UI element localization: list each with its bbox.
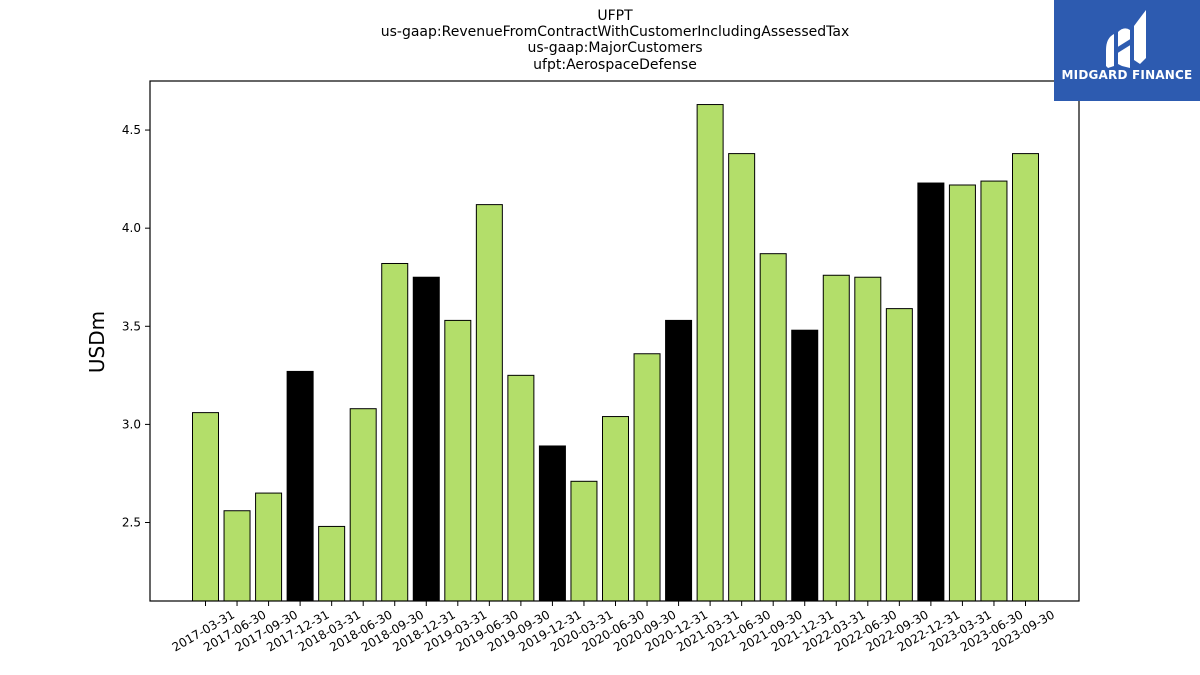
logo-text: MIDGARD FINANCE [1061,68,1193,82]
bar-2020-09-30 [633,353,661,602]
bar-2019-03-31 [444,319,472,602]
bar-2021-03-31 [696,104,724,602]
y-tick-label: 2.5 [122,516,141,530]
bar-2020-06-30 [602,416,629,602]
plot-frame [149,80,1080,602]
y-axis-label: USDm [85,311,109,373]
y-axis-ticks: 2.5 3.0 3.5 4.0 4.5 [122,123,150,530]
bar-2017-06-30 [223,510,251,602]
bar-2018-03-31 [318,525,346,602]
bar-2018-09-30 [381,262,409,602]
chart-title-line-1: UFPT [597,8,633,24]
bar-2018-12-31 [412,276,440,602]
bar-2021-06-30 [728,153,756,602]
bars [192,104,1039,602]
y-tick-label: 3.5 [122,319,141,333]
bar-2020-12-31 [665,319,693,602]
bar-2022-06-30 [854,276,882,602]
bar-2023-06-30 [980,180,1008,602]
chart-title-line-4: ufpt:AerospaceDefense [533,57,697,73]
bar-2020-03-31 [570,480,598,602]
bar-2017-09-30 [255,492,283,602]
midgard-logo-icon [1106,10,1146,68]
bar-2022-03-31 [822,274,850,602]
bar-2022-12-31 [917,182,945,602]
bar-2019-12-31 [538,445,566,602]
bar-2021-12-31 [791,329,819,602]
bar-2017-03-31 [192,412,219,602]
bar-2019-06-30 [475,204,503,602]
y-tick-label: 3.0 [122,417,141,431]
chart-title-line-2: us-gaap:RevenueFromContractWithCustomerI… [381,24,850,40]
bar-2018-06-30 [349,408,377,602]
bar-2023-03-31 [948,184,976,602]
bar-2021-09-30 [759,253,787,602]
bar-2019-09-30 [507,374,535,602]
x-axis-ticks: 2017-03-312017-06-302017-09-302017-12-31… [170,601,1057,654]
chart-title-line-3: us-gaap:MajorCustomers [527,40,702,56]
y-tick-label: 4.0 [122,221,141,235]
y-tick-label: 4.5 [122,123,141,137]
bar-2023-09-30 [1012,153,1039,602]
bar-2022-09-30 [885,308,913,602]
midgard-finance-logo: MIDGARD FINANCE [1054,0,1200,101]
bar-2017-12-31 [286,370,314,602]
chart-title: UFPT us-gaap:RevenueFromContractWithCust… [381,8,850,73]
